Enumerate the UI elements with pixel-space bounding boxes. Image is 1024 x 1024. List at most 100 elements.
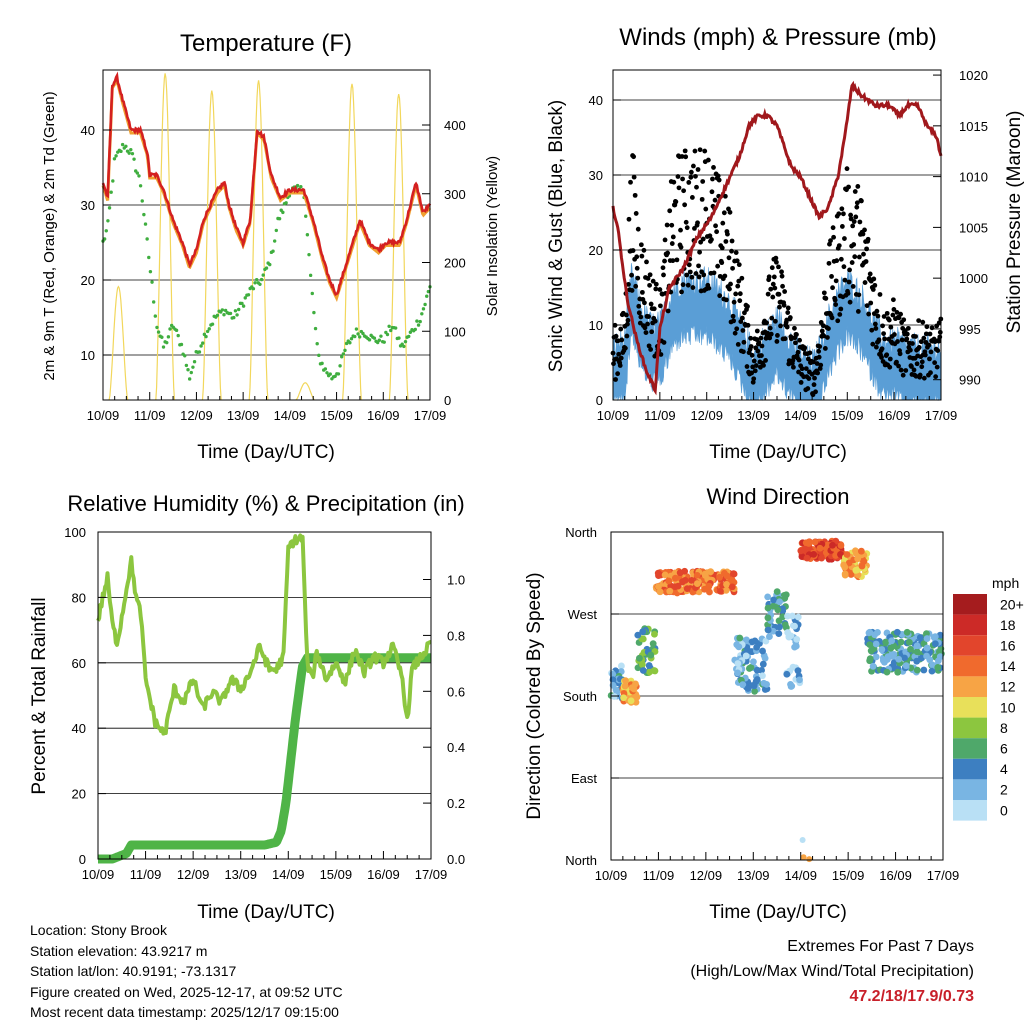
gust-point xyxy=(866,311,872,317)
gust-point xyxy=(641,247,647,253)
gust-point xyxy=(658,303,663,309)
direction-point xyxy=(761,654,769,662)
direction-point xyxy=(929,661,936,669)
dewpoint-point xyxy=(264,266,269,270)
gust-point xyxy=(632,192,638,198)
gust-point xyxy=(879,354,884,360)
gust-point xyxy=(758,335,764,341)
pressure-ytick-label: 995 xyxy=(959,322,981,337)
dewpoint-point xyxy=(124,144,128,148)
humidity-title: Relative Humidity (%) & Precipitation (i… xyxy=(67,491,464,516)
gust-point xyxy=(687,269,693,275)
gust-point xyxy=(841,264,847,270)
gust-point xyxy=(779,273,785,279)
gust-point xyxy=(813,389,818,395)
direction-point xyxy=(781,621,789,629)
dewpoint-point xyxy=(102,237,107,241)
direction-point xyxy=(781,594,789,602)
dewpoint-point xyxy=(341,352,346,356)
direction-point xyxy=(859,556,867,564)
gust-point xyxy=(719,260,725,266)
direction-point xyxy=(923,635,931,642)
gust-point xyxy=(723,297,729,303)
direction-point xyxy=(775,617,783,625)
gust-point xyxy=(691,163,696,169)
gust-point xyxy=(730,265,735,271)
gust-point xyxy=(784,324,790,330)
wind-band xyxy=(612,263,941,402)
gust-point xyxy=(863,259,869,264)
gust-point xyxy=(881,331,886,336)
direction-ylabel: Direction (Colored By Speed) xyxy=(524,572,545,819)
dewpoint-point xyxy=(423,302,427,307)
gust-point xyxy=(733,291,739,297)
insolation-ytick-label: 200 xyxy=(444,256,466,271)
direction-ytick-label: North xyxy=(565,525,597,540)
gust-point xyxy=(651,306,657,312)
gust-point xyxy=(715,173,721,179)
gust-point xyxy=(857,219,863,225)
dewpoint-point xyxy=(168,327,172,331)
precip-ytick-label: 0.2 xyxy=(447,796,465,811)
direction-point xyxy=(743,636,750,644)
dewpoint-point xyxy=(340,355,344,359)
colorbar-label: 14 xyxy=(1000,658,1016,674)
direction-series xyxy=(607,537,945,863)
colorbar-swatch xyxy=(953,676,987,697)
winds-panel: Winds (mph) & Pressure (mb) 010203040990… xyxy=(546,24,1024,463)
dewpoint-point xyxy=(140,199,144,203)
direction-point xyxy=(905,638,913,646)
temperature-xtick-label: 11/09 xyxy=(134,408,166,423)
direction-point xyxy=(787,680,794,688)
gust-point xyxy=(751,376,757,382)
winds-xtick-label: 13/09 xyxy=(737,408,770,423)
insolation-line xyxy=(248,80,269,401)
gust-point xyxy=(815,370,821,376)
winds-ytick-label: 10 xyxy=(589,318,603,333)
gust-point xyxy=(712,197,718,203)
direction-point xyxy=(639,628,647,636)
colorbar-label: 18 xyxy=(1000,617,1016,633)
dewpoint-point xyxy=(130,151,135,156)
dewpoint-point xyxy=(192,360,197,364)
dewpoint-point xyxy=(397,336,401,340)
gust-point xyxy=(802,345,808,351)
gust-point xyxy=(871,276,877,282)
direction-point xyxy=(851,547,859,555)
direction-point xyxy=(759,647,766,655)
direction-point xyxy=(622,677,629,685)
dewpoint-point xyxy=(377,338,382,342)
station-info: Location: Stony Brook Station elevation:… xyxy=(30,920,343,1023)
direction-point xyxy=(776,598,784,606)
gust-point xyxy=(771,274,777,280)
direction-point xyxy=(799,836,806,843)
winds-title: Winds (mph) & Pressure (mb) xyxy=(619,24,936,51)
gust-point xyxy=(657,287,663,292)
direction-point xyxy=(803,554,811,562)
gust-point xyxy=(904,336,910,342)
dewpoint-point xyxy=(220,308,225,312)
direction-point xyxy=(866,641,874,649)
insolation-ytick-label: 400 xyxy=(444,118,466,133)
gust-point xyxy=(851,219,857,224)
direction-point xyxy=(796,676,803,684)
direction-point xyxy=(773,588,781,596)
direction-point xyxy=(783,670,791,678)
direction-point xyxy=(661,571,669,579)
direction-point xyxy=(883,668,891,676)
direction-point xyxy=(791,622,798,630)
direction-point xyxy=(882,638,890,646)
gust-point xyxy=(886,317,892,323)
gust-point xyxy=(769,265,775,271)
gust-point xyxy=(838,306,844,312)
humidity-ytick-label: 40 xyxy=(72,721,86,736)
direction-point xyxy=(693,571,701,579)
dewpoint-point xyxy=(235,313,239,317)
colorbar-swatch xyxy=(953,717,987,739)
gust-point xyxy=(648,347,654,352)
humidity-plot: 0 20 40 60 80 100 0.0 0.2 0.4 0.6 0.8 1.0 10/09 11/09… xyxy=(64,525,465,882)
direction-point xyxy=(620,694,627,702)
gust-point xyxy=(644,259,649,265)
dewpoint-point xyxy=(138,184,143,188)
